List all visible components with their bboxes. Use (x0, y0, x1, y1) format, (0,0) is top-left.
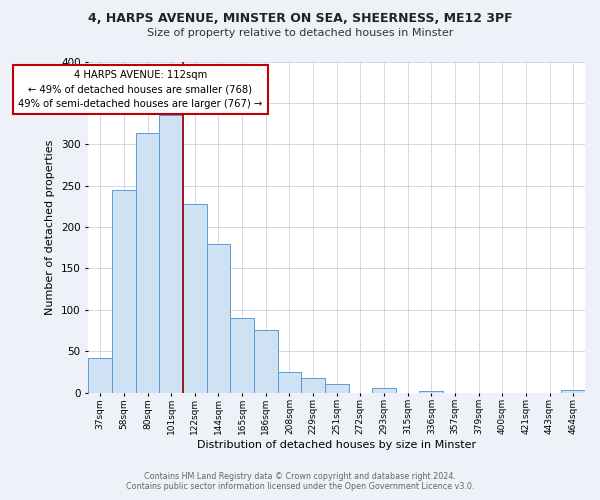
Bar (372, 388, 396, 392)
Bar (183, 204, 206, 392)
Bar (160, 116, 183, 392)
Bar (301, 378, 325, 392)
Bar (419, 391, 443, 392)
Bar (230, 318, 254, 392)
Bar (254, 330, 278, 392)
Bar (325, 384, 349, 392)
Bar (278, 372, 301, 392)
Bar (206, 244, 230, 392)
Bar (562, 390, 585, 392)
Text: 4, HARPS AVENUE, MINSTER ON SEA, SHEERNESS, ME12 3PF: 4, HARPS AVENUE, MINSTER ON SEA, SHEERNE… (88, 12, 512, 26)
Text: Size of property relative to detached houses in Minster: Size of property relative to detached ho… (147, 28, 453, 38)
Bar (136, 134, 160, 392)
Bar (112, 190, 136, 392)
Bar (88, 358, 112, 392)
Y-axis label: Number of detached properties: Number of detached properties (46, 140, 55, 314)
X-axis label: Distribution of detached houses by size in Minster: Distribution of detached houses by size … (197, 440, 476, 450)
Text: 4 HARPS AVENUE: 112sqm
← 49% of detached houses are smaller (768)
49% of semi-de: 4 HARPS AVENUE: 112sqm ← 49% of detached… (19, 70, 263, 110)
Text: Contains HM Land Registry data © Crown copyright and database right 2024.
Contai: Contains HM Land Registry data © Crown c… (126, 472, 474, 491)
